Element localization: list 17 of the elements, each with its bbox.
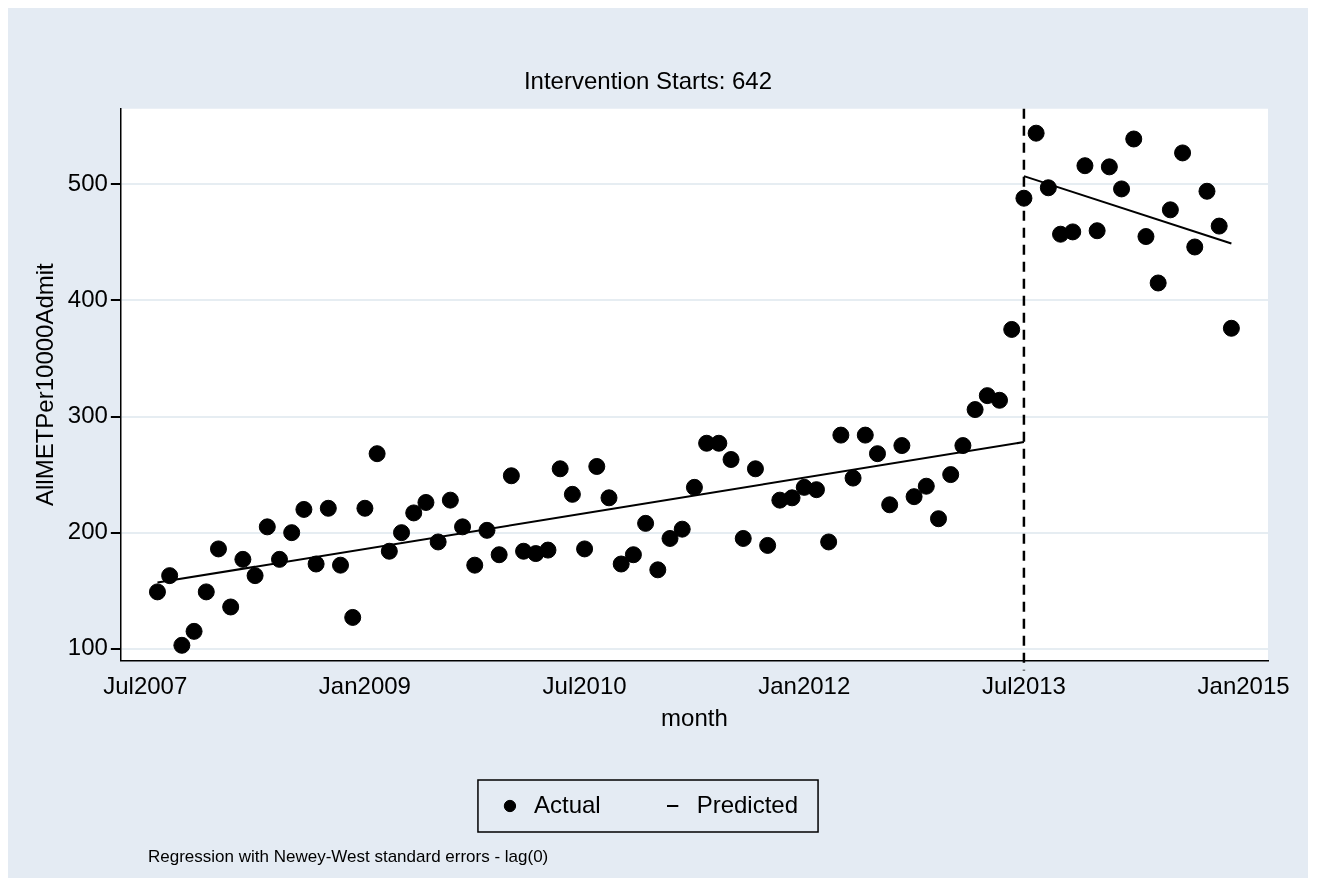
y-tick-label: 200 [67,517,108,545]
x-tick-label: Jan2012 [758,672,851,700]
x-tick-label: Jul2010 [542,672,627,700]
y-tick-label: 400 [67,285,108,313]
legend-label: Predicted [696,790,799,818]
x-tick-label: Jul2007 [103,672,188,700]
x-tick-label: Jul2013 [981,672,1066,700]
x-axis-title: month [661,704,728,732]
chart-title: Intervention Starts: 642 [523,67,773,95]
x-tick-label: Jan2015 [1197,672,1290,700]
y-tick-label: 500 [67,168,108,196]
y-tick-label: 100 [67,633,108,661]
text: Regression with Newey-West standard errors - lag(0) [148,847,549,867]
legend-label: Actual [533,790,601,818]
y-axis-title: AllMETPer10000Admit [31,262,59,506]
x-tick-label: Jan2009 [318,672,411,700]
y-tick-label: 300 [67,401,108,429]
